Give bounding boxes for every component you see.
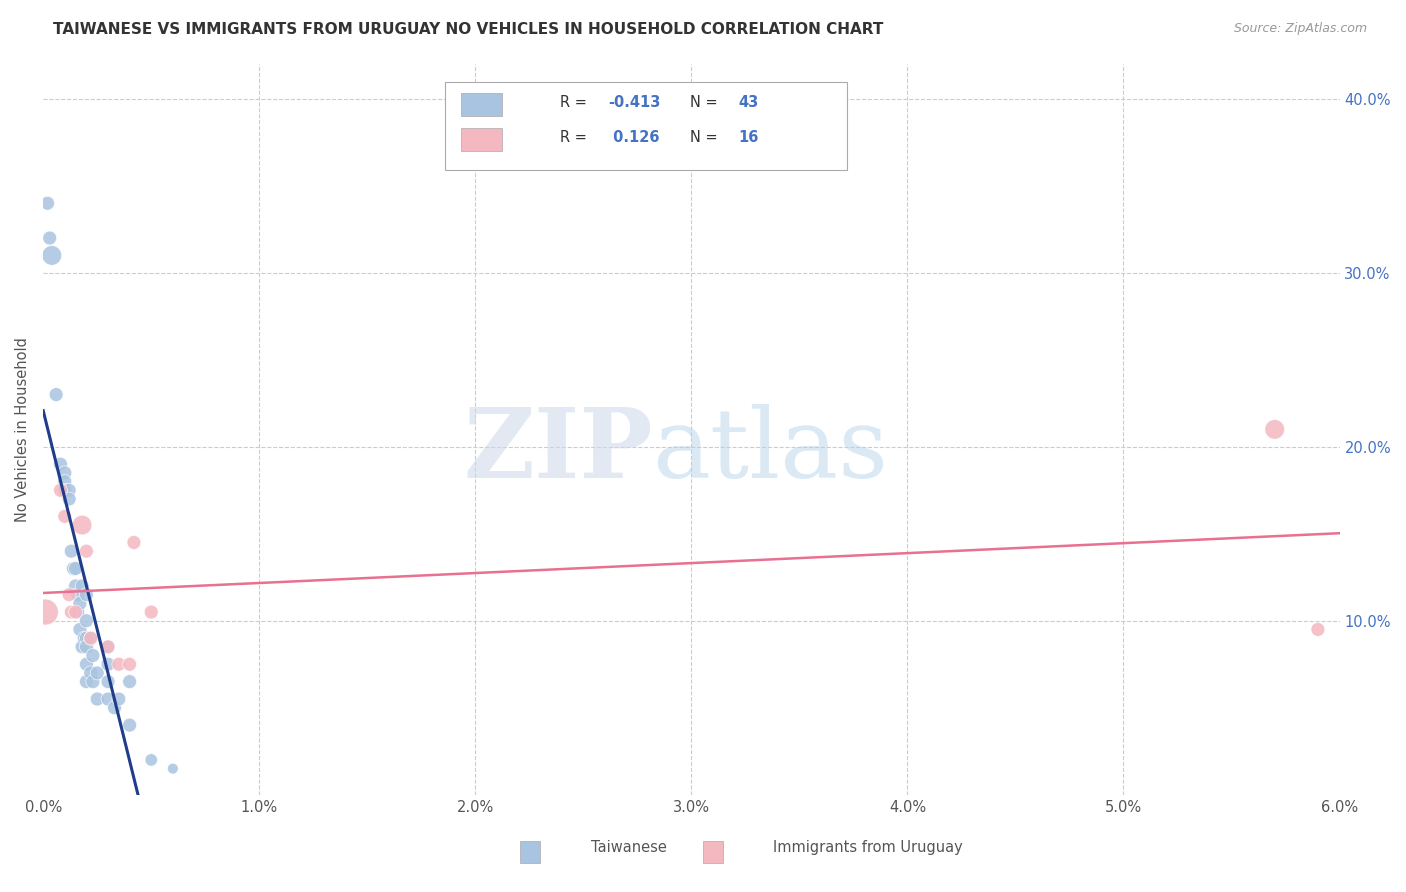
Point: [97, 674, 120, 689]
Point: [162, 762, 184, 776]
Point: [97, 692, 120, 706]
Point: [97, 640, 120, 654]
Point: [60, 544, 83, 558]
Point: [118, 718, 141, 732]
Point: [118, 674, 141, 689]
Point: [141, 753, 163, 767]
Point: [69, 623, 91, 637]
Point: [66, 588, 89, 602]
Point: [80, 631, 103, 645]
Point: [1306, 623, 1329, 637]
Bar: [703, 841, 723, 863]
Point: [122, 535, 145, 549]
Point: [70, 518, 93, 533]
Point: [82, 648, 104, 663]
Point: [66, 605, 89, 619]
Text: -0.413: -0.413: [609, 95, 661, 111]
Point: [58, 491, 80, 506]
Point: [75, 614, 97, 628]
Point: [65, 605, 87, 619]
Point: [41, 248, 63, 262]
Point: [1264, 422, 1286, 436]
Point: [73, 631, 96, 645]
Point: [49, 483, 72, 498]
Point: [80, 665, 103, 680]
Point: [75, 674, 97, 689]
Point: [69, 596, 91, 610]
Point: [70, 640, 93, 654]
Point: [65, 561, 87, 575]
Point: [75, 657, 97, 672]
Point: [82, 674, 104, 689]
Point: [62, 561, 84, 575]
Text: N =: N =: [690, 130, 717, 145]
FancyBboxPatch shape: [461, 128, 502, 151]
Text: ZIP: ZIP: [463, 404, 652, 499]
Text: R =: R =: [561, 130, 588, 145]
Text: atlas: atlas: [652, 404, 889, 499]
Point: [60, 605, 83, 619]
Text: 43: 43: [738, 95, 758, 111]
Point: [86, 692, 108, 706]
Point: [53, 483, 76, 498]
Text: N =: N =: [690, 95, 717, 111]
Point: [108, 692, 131, 706]
Point: [103, 700, 125, 714]
Point: [70, 579, 93, 593]
FancyBboxPatch shape: [446, 82, 846, 170]
Point: [75, 588, 97, 602]
Text: Taiwanese: Taiwanese: [591, 839, 666, 855]
Point: [65, 579, 87, 593]
Text: 16: 16: [738, 130, 758, 145]
Point: [75, 631, 97, 645]
Bar: [520, 841, 540, 863]
Point: [53, 509, 76, 524]
Text: Immigrants from Uruguay: Immigrants from Uruguay: [773, 839, 963, 855]
FancyBboxPatch shape: [461, 93, 502, 116]
Point: [75, 640, 97, 654]
Point: [53, 475, 76, 489]
Text: Source: ZipAtlas.com: Source: ZipAtlas.com: [1233, 22, 1367, 36]
Point: [45, 387, 67, 401]
Text: TAIWANESE VS IMMIGRANTS FROM URUGUAY NO VEHICLES IN HOUSEHOLD CORRELATION CHART: TAIWANESE VS IMMIGRANTS FROM URUGUAY NO …: [53, 22, 884, 37]
Point: [38, 231, 60, 245]
Point: [37, 196, 59, 211]
Text: R =: R =: [561, 95, 588, 111]
Point: [108, 657, 131, 672]
Point: [118, 657, 141, 672]
Point: [97, 640, 120, 654]
Point: [86, 665, 108, 680]
Point: [58, 588, 80, 602]
Point: [80, 631, 103, 645]
Point: [75, 544, 97, 558]
Point: [34, 605, 56, 619]
Y-axis label: No Vehicles in Household: No Vehicles in Household: [15, 337, 30, 522]
Text: 0.126: 0.126: [609, 130, 659, 145]
Point: [53, 466, 76, 480]
Point: [49, 457, 72, 471]
Point: [141, 605, 163, 619]
Point: [97, 657, 120, 672]
Point: [58, 483, 80, 498]
